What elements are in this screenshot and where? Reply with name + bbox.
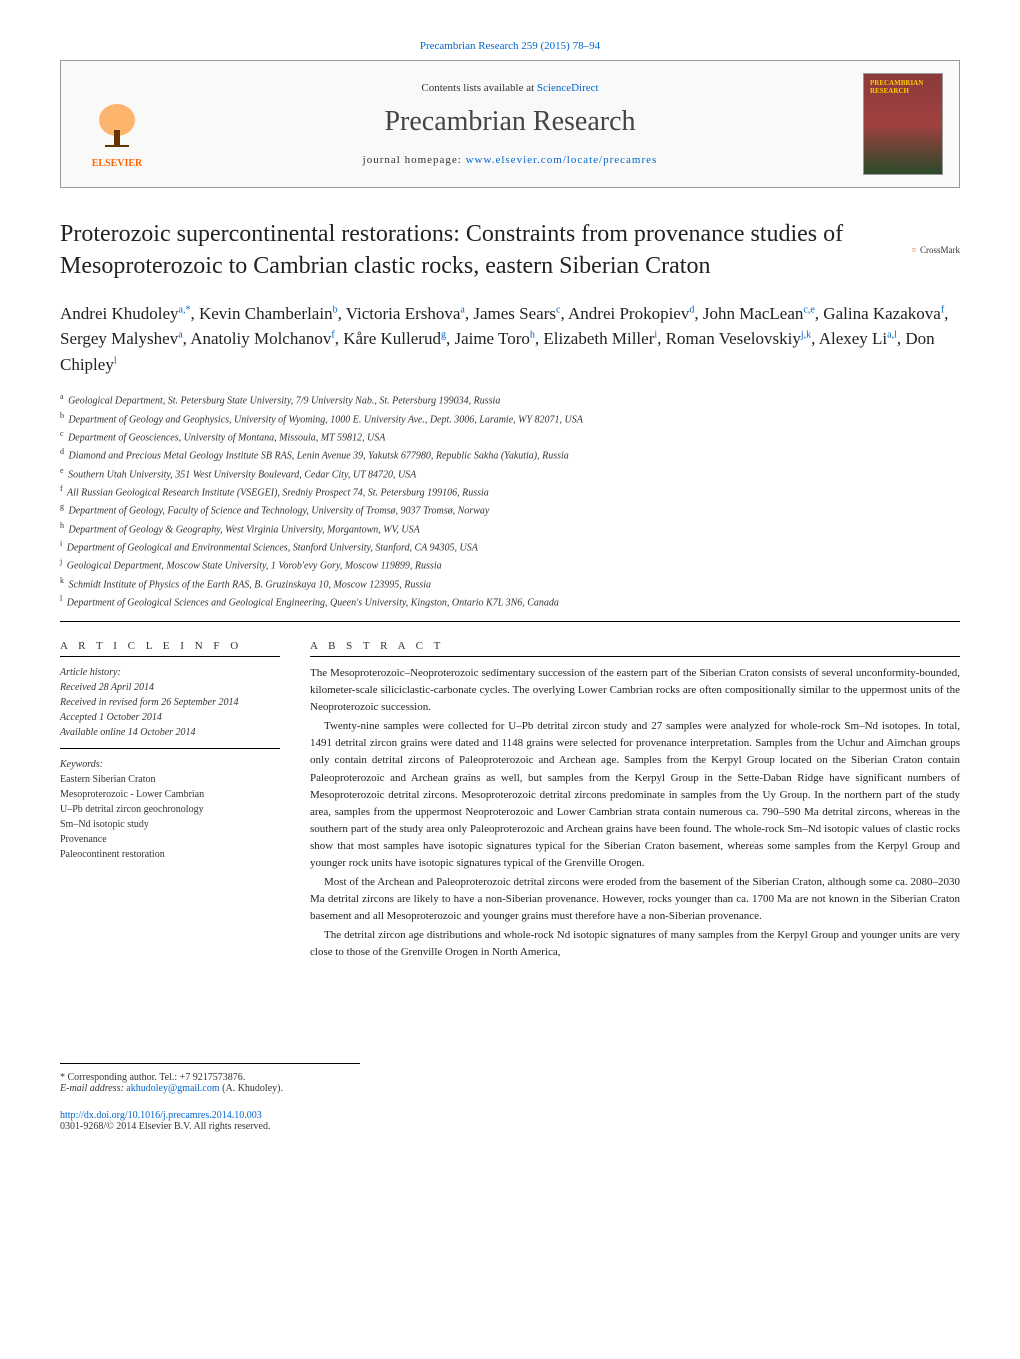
abstract-body: The Mesoproterozoic–Neoproterozoic sedim…	[310, 665, 960, 961]
keyword-item: Eastern Siberian Craton	[60, 772, 280, 787]
affiliation-item: g Department of Geology, Faculty of Scie…	[60, 501, 960, 518]
affiliation-item: i Department of Geological and Environme…	[60, 538, 960, 555]
crossmark-badge[interactable]: CrossMark	[912, 226, 960, 274]
elsevier-logo: ELSEVIER	[77, 79, 157, 169]
copyright-line: 0301-9268/© 2014 Elsevier B.V. All right…	[60, 1121, 960, 1132]
affiliation-item: d Diamond and Precious Metal Geology Ins…	[60, 446, 960, 463]
abstract-paragraph: The Mesoproterozoic–Neoproterozoic sedim…	[310, 665, 960, 716]
affiliation-item: a Geological Department, St. Petersburg …	[60, 391, 960, 408]
affiliation-item: b Department of Geology and Geophysics, …	[60, 410, 960, 427]
journal-title: Precambrian Research	[157, 106, 863, 138]
homepage-link[interactable]: www.elsevier.com/locate/precamres	[466, 154, 658, 166]
abstract-heading: A B S T R A C T	[310, 640, 960, 657]
abstract-paragraph: Most of the Archean and Paleoproterozoic…	[310, 874, 960, 925]
affiliation-item: e Southern Utah University, 351 West Uni…	[60, 465, 960, 482]
article-title: Proterozoic supercontinental restoration…	[60, 218, 892, 283]
journal-cover-thumbnail: PRECAMBRIAN RESEARCH	[863, 73, 943, 175]
affiliation-item: l Department of Geological Sciences and …	[60, 593, 960, 610]
keyword-item: Paleocontinent restoration	[60, 847, 280, 862]
affiliation-item: k Schmidt Institute of Physics of the Ea…	[60, 575, 960, 592]
affiliation-item: h Department of Geology & Geography, Wes…	[60, 520, 960, 537]
abstract-paragraph: The detrital zircon age distributions an…	[310, 927, 960, 961]
elsevier-tree-icon	[87, 98, 147, 158]
article-info-heading: A R T I C L E I N F O	[60, 640, 280, 657]
contents-line: Contents lists available at ScienceDirec…	[157, 82, 863, 94]
abstract-paragraph: Twenty-nine samples were collected for U…	[310, 718, 960, 871]
corresponding-email-link[interactable]: akhudoley@gmail.com	[126, 1083, 219, 1094]
doi-link[interactable]: http://dx.doi.org/10.1016/j.precamres.20…	[60, 1110, 262, 1121]
sciencedirect-link[interactable]: ScienceDirect	[537, 82, 599, 94]
affiliation-item: f All Russian Geological Research Instit…	[60, 483, 960, 500]
keyword-item: Provenance	[60, 832, 280, 847]
journal-citation[interactable]: Precambrian Research 259 (2015) 78–94	[60, 40, 960, 52]
keyword-item: Sm–Nd isotopic study	[60, 817, 280, 832]
journal-header: ELSEVIER Contents lists available at Sci…	[60, 60, 960, 188]
crossmark-icon	[912, 232, 916, 268]
keyword-item: U–Pb detrital zircon geochronology	[60, 802, 280, 817]
homepage-line: journal homepage: www.elsevier.com/locat…	[157, 154, 863, 166]
keywords-block: Keywords: Eastern Siberian CratonMesopro…	[60, 757, 280, 862]
keyword-item: Mesoproterozoic - Lower Cambrian	[60, 787, 280, 802]
corresponding-author-footer: * Corresponding author. Tel.: +7 9217573…	[60, 1063, 360, 1094]
article-history: Article history: Received 28 April 2014 …	[60, 665, 280, 749]
affiliation-item: c Department of Geosciences, University …	[60, 428, 960, 445]
affiliations-list: a Geological Department, St. Petersburg …	[60, 391, 960, 622]
authors-list: Andrei Khudoleya,*, Kevin Chamberlainb, …	[60, 301, 960, 378]
affiliation-item: j Geological Department, Moscow State Un…	[60, 556, 960, 573]
